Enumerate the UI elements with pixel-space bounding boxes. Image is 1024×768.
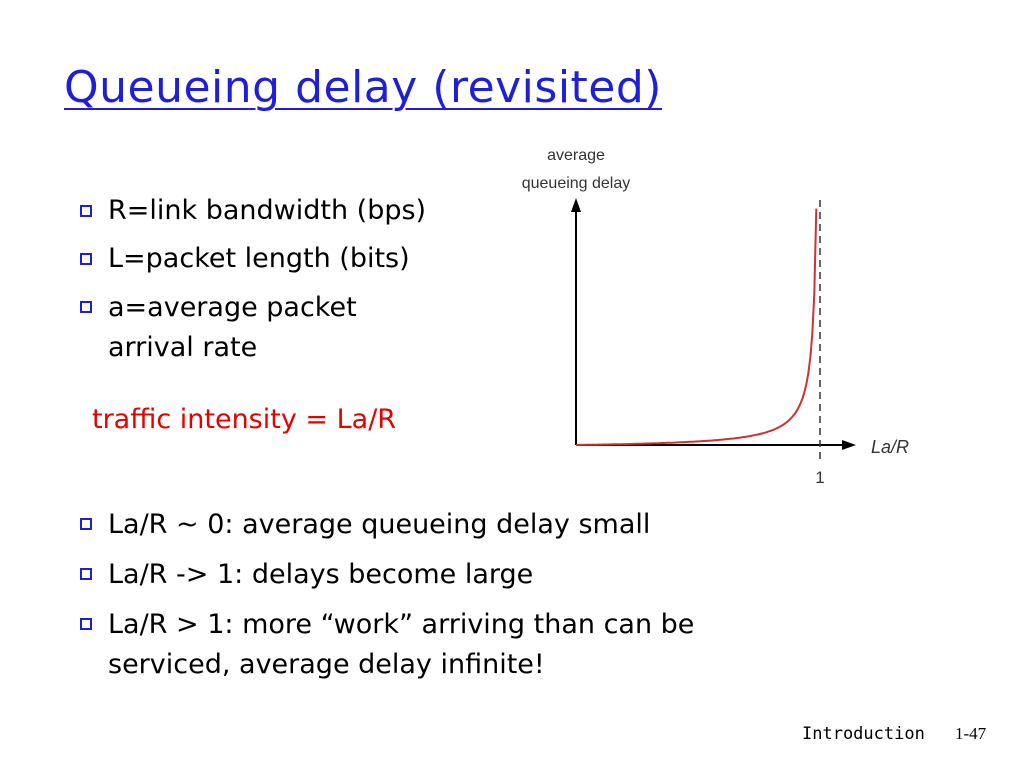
bullet-text: La/R ~ 0: average queueing delay small <box>108 509 651 540</box>
bullet-box-icon <box>80 518 92 530</box>
definitions-list: R=link bandwidth (bps) L=packet length (… <box>72 192 492 378</box>
x-tick-label: 1 <box>815 468 824 487</box>
bullet-text: L=packet length (bits) <box>108 243 410 274</box>
y-axis-label-line2: queueing delay <box>522 175 631 192</box>
bullet-box-icon <box>80 568 92 580</box>
bullet-text: a=average packet arrival rate <box>108 292 357 363</box>
list-item: La/R ~ 0: average queueing delay small <box>72 505 812 545</box>
page-number: 1-47 <box>955 724 987 743</box>
bullet-box-icon <box>80 253 92 265</box>
list-item: La/R > 1: more “work” arriving than can … <box>72 605 812 685</box>
bullet-box-icon <box>80 205 92 217</box>
list-item: R=link bandwidth (bps) <box>72 192 492 230</box>
x-axis-arrow-icon <box>842 440 856 450</box>
list-item: L=packet length (bits) <box>72 240 492 278</box>
queueing-delay-chart: average queueing delay La/R 1 <box>522 147 909 487</box>
bullet-text: R=link bandwidth (bps) <box>108 195 427 226</box>
bullet-box-icon <box>80 301 92 313</box>
footer-section-label: Introduction <box>802 724 925 744</box>
bullet-box-icon <box>80 618 92 630</box>
list-item: a=average packet arrival rate <box>72 288 438 368</box>
y-axis-arrow-icon <box>571 198 581 212</box>
y-axis-label-line1: average <box>547 147 605 164</box>
bullet-text: La/R > 1: more “work” arriving than can … <box>108 609 695 680</box>
bullet-text: La/R -> 1: delays become large <box>108 559 534 590</box>
list-item: La/R -> 1: delays become large <box>72 555 812 595</box>
x-axis-label: La/R <box>871 437 909 457</box>
slide-title: Queueing delay (revisited) <box>64 62 662 113</box>
traffic-intensity-formula: traffic intensity = La/R <box>92 404 397 435</box>
delay-curve <box>576 208 818 446</box>
behavior-list: La/R ~ 0: average queueing delay small L… <box>72 505 812 695</box>
